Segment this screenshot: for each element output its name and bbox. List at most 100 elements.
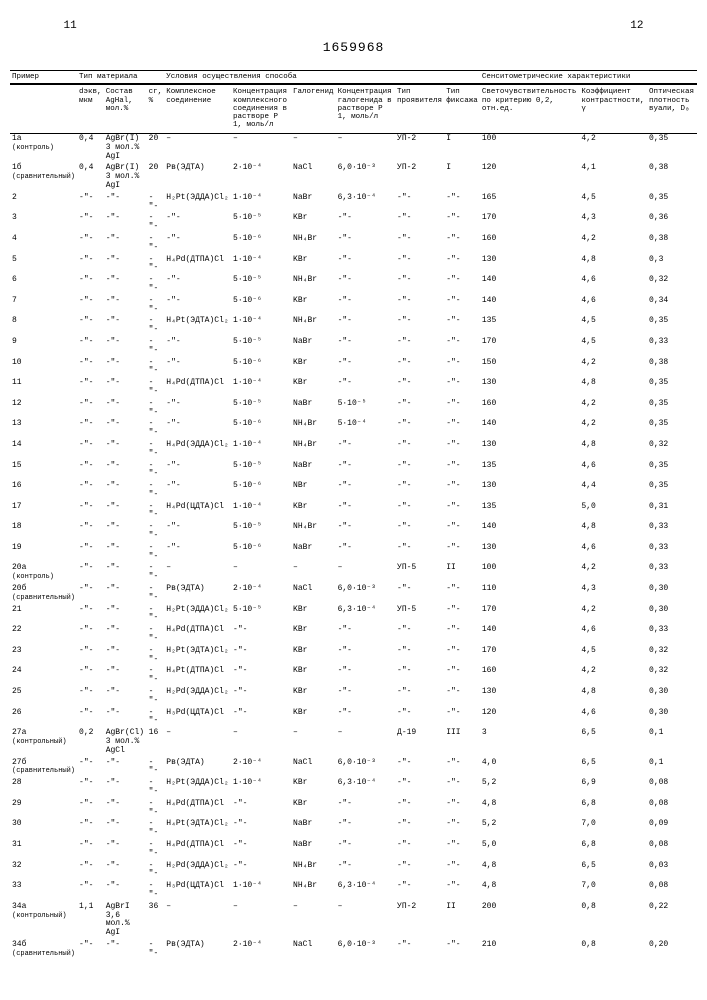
table-cell: 4,4 (579, 481, 647, 502)
table-cell: 0,35 (647, 398, 697, 419)
table-cell: -"- (147, 522, 165, 543)
table-cell: -"- (147, 398, 165, 419)
table-cell: 30 (10, 819, 77, 840)
table-cell: -"- (395, 501, 444, 522)
table-cell: -"- (104, 460, 147, 481)
table-cell: 2·10⁻⁴ (231, 939, 291, 960)
table-cell: 0,38 (647, 357, 697, 378)
table-cell: -"- (77, 439, 104, 460)
table-cell: 0,33 (647, 563, 697, 584)
table-cell: 9 (10, 336, 77, 357)
table-cell: -"- (147, 378, 165, 399)
table-row: 32-"--"--"-H₂Pd(ЭДДА)Cl₂-"-NH₄Br-"--"--"… (10, 860, 697, 881)
table-cell: -"- (395, 419, 444, 440)
table-cell: AgBr(I)3 мол.%AgI (104, 133, 147, 163)
table-cell: -"- (444, 439, 480, 460)
table-cell: -"- (147, 316, 165, 337)
table-cell: -"- (77, 481, 104, 502)
table-cell: -"- (336, 860, 395, 881)
table-cell: – (336, 728, 395, 757)
col-dekv: dэкв, мкм (77, 84, 104, 133)
table-cell: 4,2 (579, 563, 647, 584)
table-cell: -"- (336, 798, 395, 819)
table-cell: -"- (231, 666, 291, 687)
table-cell: -"- (231, 687, 291, 708)
table-cell: KBr (291, 625, 336, 646)
table-cell: -"- (77, 316, 104, 337)
table-cell: 34б(сравнительный) (10, 939, 77, 960)
table-cell: 5·10⁻⁴ (336, 419, 395, 440)
table-row: 1а(контроль)0,4AgBr(I)3 мол.%AgI20––––УП… (10, 133, 697, 163)
table-cell: 6,9 (579, 778, 647, 799)
table-cell: -"- (444, 625, 480, 646)
table-cell: -"- (77, 778, 104, 799)
table-cell: 4,8 (579, 687, 647, 708)
table-cell: 26 (10, 707, 77, 728)
table-cell: 4,2 (579, 233, 647, 254)
table-cell: -"- (104, 860, 147, 881)
table-cell: 6,5 (579, 860, 647, 881)
table-cell: -"- (147, 275, 165, 296)
table-cell: 6,0·10⁻³ (336, 939, 395, 960)
table-cell: УП-2 (395, 163, 444, 192)
table-cell: KBr (291, 798, 336, 819)
table-cell: -"- (444, 460, 480, 481)
table-cell: – (336, 133, 395, 163)
table-cell: -"- (395, 378, 444, 399)
table-cell: – (231, 133, 291, 163)
table-cell: 0,08 (647, 778, 697, 799)
table-cell: 170 (480, 336, 580, 357)
table-cell: 130 (480, 254, 580, 275)
table-cell: -"- (395, 254, 444, 275)
table-cell: -"- (395, 666, 444, 687)
table-cell: 0,32 (647, 645, 697, 666)
col-conc-complex: Концентрация комплексного соединения в р… (231, 84, 291, 133)
table-cell: -"- (147, 213, 165, 234)
table-cell: 5·10⁻⁵ (231, 398, 291, 419)
table-cell: -"- (444, 881, 480, 902)
table-cell: -"- (336, 819, 395, 840)
table-cell: -"- (444, 419, 480, 440)
table-cell: -"- (395, 687, 444, 708)
table-cell: -"- (77, 522, 104, 543)
table-cell: -"- (395, 778, 444, 799)
table-cell: -"- (77, 501, 104, 522)
table-cell: 20 (147, 163, 165, 192)
table-cell: NBr (291, 481, 336, 502)
table-cell: -"- (444, 336, 480, 357)
table-cell: 0,08 (647, 839, 697, 860)
table-cell: 7,0 (579, 881, 647, 902)
table-cell: -"- (336, 501, 395, 522)
table-cell: -"- (77, 419, 104, 440)
table-cell: NaCl (291, 584, 336, 605)
table-cell: -"- (77, 275, 104, 296)
table-cell: 5 (10, 254, 77, 275)
table-cell: 1·10⁻⁴ (231, 881, 291, 902)
table-cell: -"- (147, 881, 165, 902)
table-cell: 0,34 (647, 295, 697, 316)
table-cell: 0,33 (647, 625, 697, 646)
table-cell: 36 (147, 901, 165, 939)
table-row: 17-"--"--"-H₄Pd(ЦДТА)Cl1·10⁻⁴KBr-"--"--"… (10, 501, 697, 522)
table-cell: -"- (395, 757, 444, 778)
table-cell: – (291, 563, 336, 584)
table-row: 20а(контроль)-"--"--"-––––УП-5II1004,20,… (10, 563, 697, 584)
table-cell: -"- (231, 819, 291, 840)
document-id: 1659968 (10, 40, 697, 55)
table-cell: УП-5 (395, 563, 444, 584)
table-cell: -"- (104, 625, 147, 646)
table-cell: 4,2 (579, 604, 647, 625)
table-cell: 0,33 (647, 542, 697, 563)
table-cell: 5·10⁻⁶ (231, 233, 291, 254)
table-cell: NH₄Br (291, 275, 336, 296)
table-cell: 170 (480, 604, 580, 625)
table-cell: -"- (336, 316, 395, 337)
table-cell: NaBr (291, 336, 336, 357)
table-row: 11-"--"--"-H₄Pd(ДТПА)Cl1·10⁻⁴KBr-"--"--"… (10, 378, 697, 399)
table-cell: -"- (231, 798, 291, 819)
table-cell: Pв(ЭДТА) (164, 163, 231, 192)
table-cell: -"- (336, 707, 395, 728)
table-cell: KBr (291, 501, 336, 522)
table-cell: – (231, 901, 291, 939)
col-developer: Тип проявителя (395, 84, 444, 133)
